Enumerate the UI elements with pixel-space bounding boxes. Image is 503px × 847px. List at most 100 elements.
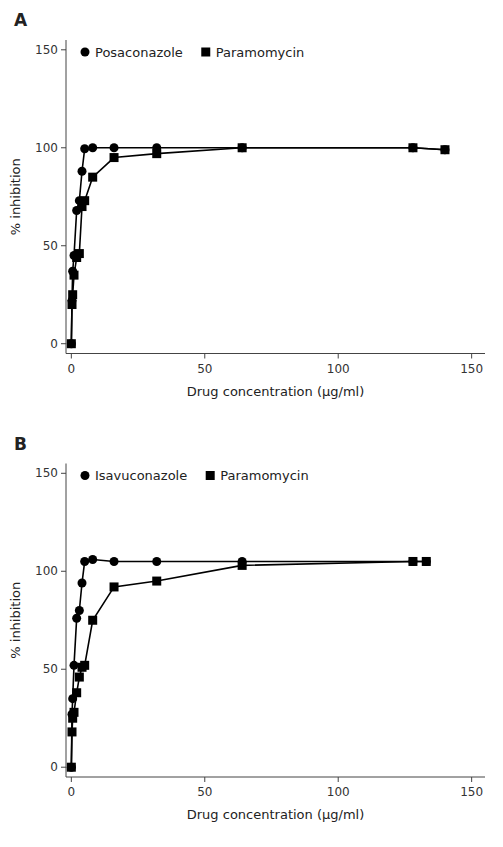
point xyxy=(238,143,247,152)
point xyxy=(70,708,79,717)
x-tick xyxy=(204,354,205,359)
legend-entry: Paramomycin xyxy=(216,45,305,60)
panel-label: A xyxy=(14,10,28,30)
y-tick xyxy=(61,473,66,474)
y-tick-label: 100 xyxy=(35,564,58,578)
point xyxy=(88,143,97,152)
point xyxy=(75,606,84,615)
plot-area xyxy=(67,555,431,772)
point xyxy=(67,763,76,772)
y-tick-label: 50 xyxy=(43,662,58,676)
legend-swatch xyxy=(81,48,90,57)
x-axis-label: Drug concentration (μg/ml) xyxy=(187,384,364,399)
legend-swatch xyxy=(81,471,90,480)
y-axis-line xyxy=(66,464,67,778)
legend-swatch xyxy=(201,48,210,57)
series-line xyxy=(71,560,426,768)
point xyxy=(75,673,84,682)
legend-entry: Isavuconazole xyxy=(95,468,187,483)
figure: A 0 50 100 150 0 50 100 150 Drug concentration (μ… xyxy=(0,0,503,847)
x-tick xyxy=(338,354,339,359)
point xyxy=(408,143,417,152)
y-axis-line xyxy=(66,40,67,354)
point xyxy=(238,143,247,152)
point xyxy=(408,557,417,566)
x-axis-line xyxy=(66,353,485,354)
y-tick xyxy=(61,147,66,148)
point xyxy=(80,661,89,670)
x-tick xyxy=(204,777,205,782)
point xyxy=(152,557,161,566)
y-tick-label: 100 xyxy=(35,141,58,155)
point xyxy=(238,561,247,570)
y-tick xyxy=(61,49,66,50)
point xyxy=(152,149,161,158)
y-tick-label: 0 xyxy=(50,337,58,351)
x-tick-label: 0 xyxy=(68,362,76,376)
point xyxy=(88,173,97,182)
series-line xyxy=(71,561,426,767)
point xyxy=(68,300,77,309)
y-tick-label: 0 xyxy=(50,760,58,774)
x-tick-label: 50 xyxy=(197,785,212,799)
legend-entry: Posaconazole xyxy=(95,45,183,60)
series-line xyxy=(71,148,445,344)
point xyxy=(78,579,87,588)
point xyxy=(80,144,89,153)
x-tick xyxy=(338,777,339,782)
y-axis-label: % inhibition xyxy=(8,582,23,659)
x-tick-label: 50 xyxy=(197,362,212,376)
panel-label: B xyxy=(14,434,27,454)
point xyxy=(88,616,97,625)
point xyxy=(68,290,77,299)
plot-area xyxy=(67,143,450,348)
x-tick xyxy=(71,777,72,782)
x-axis-line xyxy=(66,777,485,778)
x-tick-label: 0 xyxy=(68,785,76,799)
point xyxy=(78,167,87,176)
y-tick-label: 150 xyxy=(35,43,58,57)
y-tick xyxy=(61,245,66,246)
point xyxy=(422,557,431,566)
point xyxy=(110,153,119,162)
x-axis-label: Drug concentration (μg/ml) xyxy=(187,807,364,822)
point xyxy=(110,582,119,591)
point xyxy=(75,249,84,258)
legend-swatch xyxy=(206,471,215,480)
point xyxy=(70,661,79,670)
x-tick-label: 150 xyxy=(460,362,483,376)
legend: Isavuconazole Paramomycin xyxy=(81,468,309,483)
y-tick xyxy=(61,669,66,670)
y-tick-label: 50 xyxy=(43,239,58,253)
series-line xyxy=(71,148,445,344)
x-tick xyxy=(471,777,472,782)
x-tick xyxy=(71,354,72,359)
point xyxy=(408,557,417,566)
point xyxy=(67,763,76,772)
point xyxy=(67,339,76,348)
point xyxy=(152,577,161,586)
legend-entry: Paramomycin xyxy=(220,468,309,483)
x-tick-label: 150 xyxy=(460,785,483,799)
point xyxy=(440,145,449,154)
point xyxy=(422,557,431,566)
panel: B 0 50 100 150 0 50 100 150 Drug concentration (μ… xyxy=(8,434,485,823)
point xyxy=(68,727,77,736)
point xyxy=(88,555,97,564)
panel: A 0 50 100 150 0 50 100 150 Drug concentration (μ… xyxy=(8,10,485,399)
point xyxy=(110,143,119,152)
y-axis-label: % inhibition xyxy=(8,158,23,235)
y-tick-label: 150 xyxy=(35,466,58,480)
point xyxy=(67,339,76,348)
point xyxy=(80,196,89,205)
y-tick xyxy=(61,571,66,572)
y-tick xyxy=(61,343,66,344)
x-tick-label: 100 xyxy=(327,362,350,376)
point xyxy=(440,145,449,154)
point xyxy=(110,557,119,566)
point xyxy=(80,557,89,566)
point xyxy=(72,614,81,623)
point xyxy=(72,688,81,697)
x-tick-label: 100 xyxy=(327,785,350,799)
point xyxy=(70,271,79,280)
